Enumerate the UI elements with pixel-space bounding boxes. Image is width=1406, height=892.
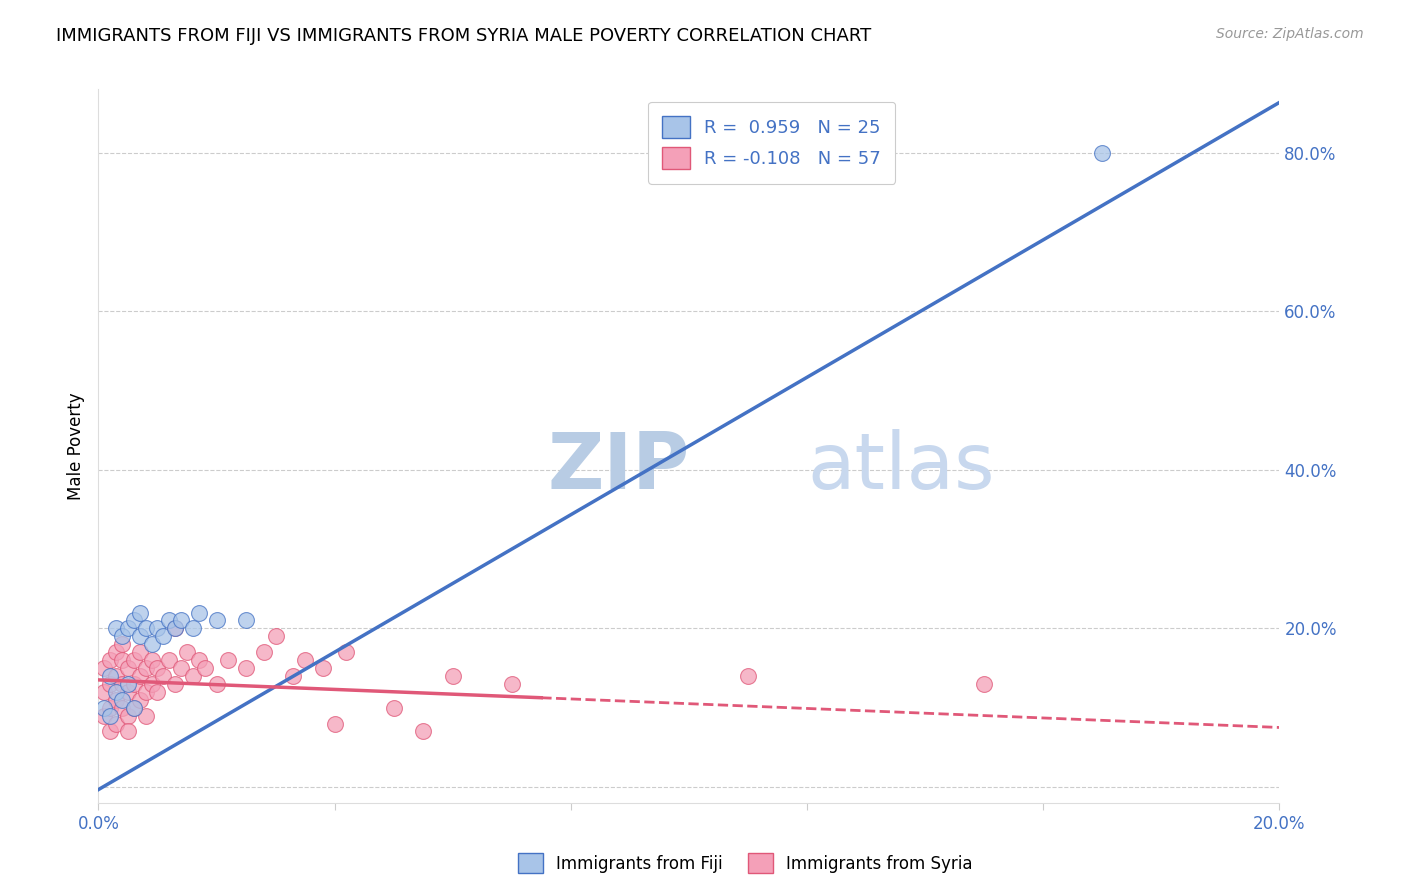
Point bbox=[382, 700, 405, 714]
Point bbox=[111, 677, 134, 691]
Point bbox=[146, 685, 169, 699]
Point bbox=[205, 614, 228, 628]
Point bbox=[165, 677, 187, 691]
Point bbox=[122, 614, 145, 628]
Point bbox=[128, 669, 150, 683]
Point bbox=[187, 606, 209, 620]
Point bbox=[93, 661, 115, 675]
Y-axis label: Male Poverty: Male Poverty bbox=[66, 392, 84, 500]
Text: Source: ZipAtlas.com: Source: ZipAtlas.com bbox=[1216, 27, 1364, 41]
Point bbox=[141, 653, 163, 667]
Point bbox=[98, 653, 121, 667]
Point bbox=[264, 629, 287, 643]
Point bbox=[111, 629, 134, 643]
Point bbox=[1091, 145, 1114, 160]
Point bbox=[181, 669, 204, 683]
Point bbox=[135, 708, 157, 723]
Point bbox=[235, 661, 257, 675]
Point bbox=[335, 645, 357, 659]
Text: ZIP: ZIP bbox=[547, 429, 689, 506]
Point bbox=[737, 669, 759, 683]
Point bbox=[117, 685, 139, 699]
Point bbox=[98, 708, 121, 723]
Point bbox=[176, 645, 198, 659]
Point bbox=[128, 645, 150, 659]
Point bbox=[105, 669, 128, 683]
Point bbox=[111, 653, 134, 667]
Point bbox=[117, 621, 139, 635]
Point bbox=[170, 614, 193, 628]
Point bbox=[93, 700, 115, 714]
Point bbox=[117, 724, 139, 739]
Point bbox=[181, 621, 204, 635]
Point bbox=[170, 661, 193, 675]
Point bbox=[217, 653, 239, 667]
Legend: Immigrants from Fiji, Immigrants from Syria: Immigrants from Fiji, Immigrants from Sy… bbox=[512, 847, 979, 880]
Point bbox=[235, 614, 257, 628]
Point bbox=[105, 645, 128, 659]
Point bbox=[205, 677, 228, 691]
Point bbox=[501, 677, 523, 691]
Point bbox=[128, 606, 150, 620]
Point bbox=[98, 700, 121, 714]
Legend: R =  0.959   N = 25, R = -0.108   N = 57: R = 0.959 N = 25, R = -0.108 N = 57 bbox=[648, 102, 896, 184]
Point bbox=[122, 653, 145, 667]
Point bbox=[323, 716, 346, 731]
Point bbox=[122, 700, 145, 714]
Point bbox=[105, 621, 128, 635]
Point bbox=[312, 661, 335, 675]
Point bbox=[111, 692, 134, 706]
Point bbox=[135, 685, 157, 699]
Point bbox=[141, 677, 163, 691]
Point bbox=[441, 669, 464, 683]
Point bbox=[146, 661, 169, 675]
Point bbox=[283, 669, 305, 683]
Point bbox=[111, 637, 134, 651]
Point bbox=[93, 685, 115, 699]
Point bbox=[98, 677, 121, 691]
Point bbox=[973, 677, 995, 691]
Point bbox=[122, 677, 145, 691]
Point bbox=[152, 669, 174, 683]
Point bbox=[152, 629, 174, 643]
Point bbox=[122, 700, 145, 714]
Point bbox=[141, 637, 163, 651]
Point bbox=[105, 716, 128, 731]
Point bbox=[105, 692, 128, 706]
Point bbox=[117, 677, 139, 691]
Point bbox=[117, 708, 139, 723]
Point bbox=[128, 692, 150, 706]
Point bbox=[135, 621, 157, 635]
Point bbox=[128, 629, 150, 643]
Point bbox=[98, 724, 121, 739]
Point bbox=[135, 661, 157, 675]
Point bbox=[187, 653, 209, 667]
Point bbox=[294, 653, 316, 667]
Point bbox=[93, 708, 115, 723]
Text: atlas: atlas bbox=[807, 429, 994, 506]
Point bbox=[253, 645, 276, 659]
Point bbox=[146, 621, 169, 635]
Point bbox=[194, 661, 217, 675]
Point bbox=[165, 621, 187, 635]
Point bbox=[105, 685, 128, 699]
Text: IMMIGRANTS FROM FIJI VS IMMIGRANTS FROM SYRIA MALE POVERTY CORRELATION CHART: IMMIGRANTS FROM FIJI VS IMMIGRANTS FROM … bbox=[56, 27, 872, 45]
Point bbox=[117, 661, 139, 675]
Point bbox=[412, 724, 434, 739]
Point bbox=[157, 614, 180, 628]
Point bbox=[98, 669, 121, 683]
Point bbox=[157, 653, 180, 667]
Point bbox=[111, 700, 134, 714]
Point bbox=[165, 621, 187, 635]
